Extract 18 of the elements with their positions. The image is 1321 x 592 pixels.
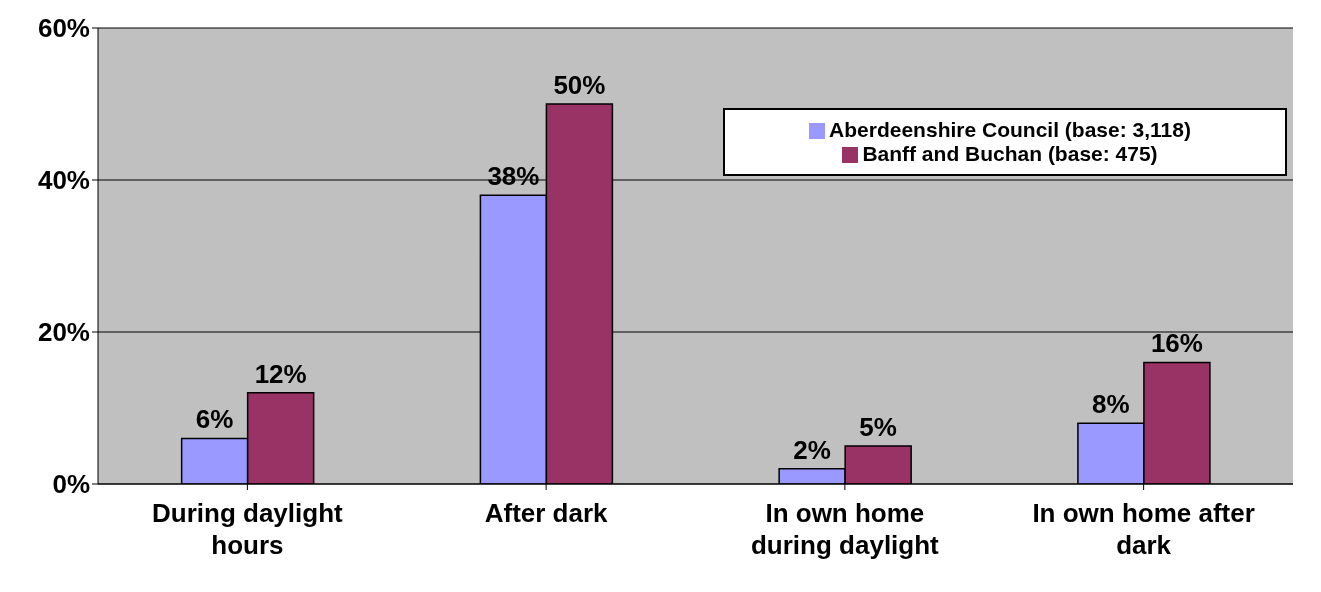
x-tick-label: In own home after dark	[1032, 498, 1255, 560]
y-tick-label: 0%	[52, 469, 90, 500]
x-tick-label: After dark	[484, 498, 609, 528]
data-label: 38%	[487, 161, 540, 192]
legend-label: Aberdeenshire Council (base: 3,118)	[829, 118, 1191, 141]
y-tick-label: 60%	[37, 13, 90, 44]
x-tick-label: During daylight hours	[152, 498, 344, 560]
data-label: 16%	[1150, 328, 1203, 359]
data-label: 8%	[1092, 389, 1130, 420]
data-label: 5%	[859, 412, 897, 442]
data-label: 6%	[195, 404, 234, 435]
y-tick-label: 40%	[37, 165, 90, 196]
legend-label: Banff and Buchan (base: 475)	[862, 142, 1158, 165]
data-label: 12%	[254, 358, 307, 389]
data-label: 2%	[793, 434, 831, 465]
x-tick-label: In own home during daylight	[750, 498, 940, 560]
data-label: 50%	[553, 70, 606, 100]
y-tick-label: 20%	[37, 317, 90, 348]
